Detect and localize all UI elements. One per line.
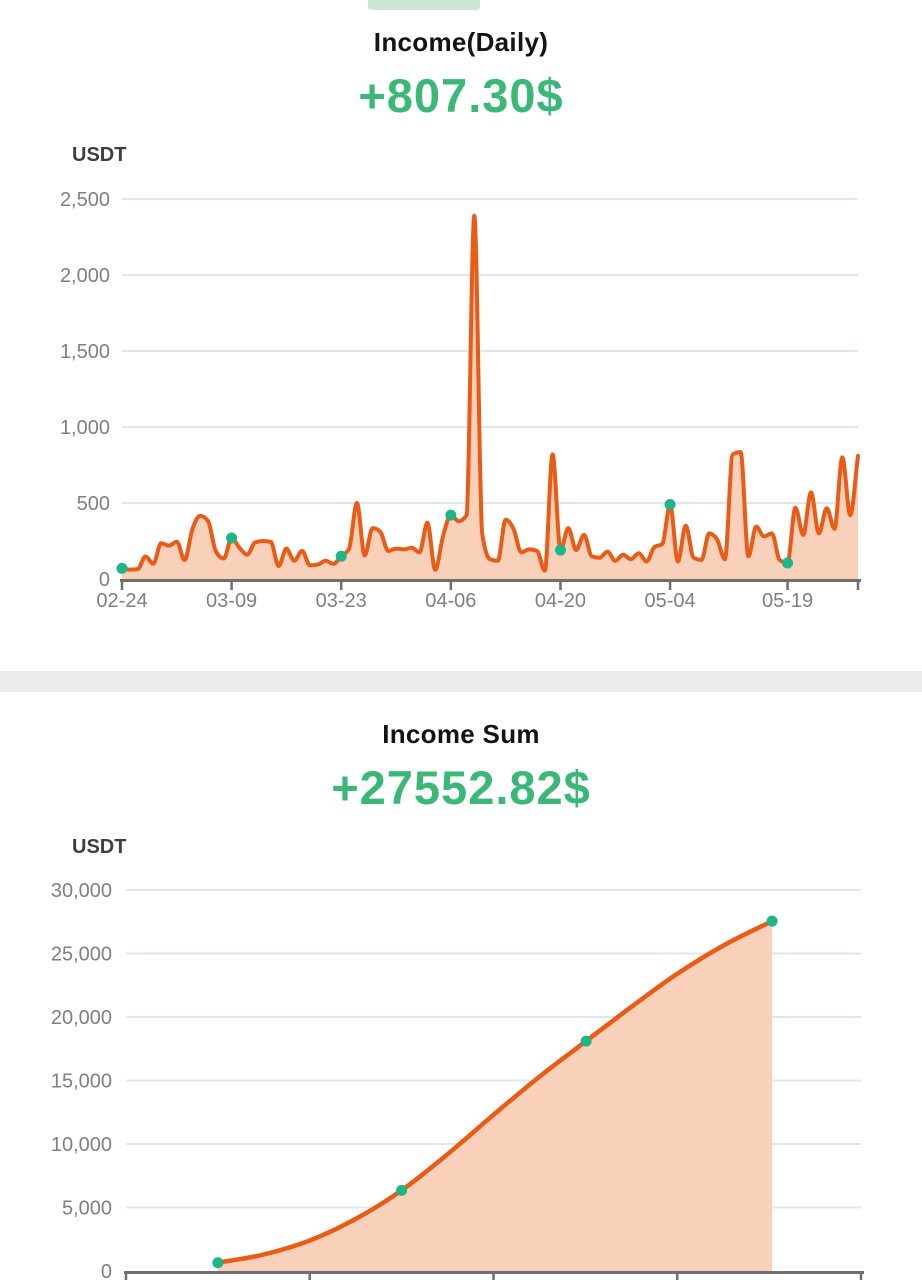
y-axis-tick-label: 2,000 bbox=[60, 265, 110, 287]
axis-unit-label: USDT bbox=[72, 144, 126, 166]
income-line bbox=[215, 918, 775, 1265]
y-axis-tick-label: 0 bbox=[101, 1261, 112, 1280]
x-axis-tick-label: 02-24 bbox=[96, 590, 147, 612]
data-point-marker bbox=[782, 557, 794, 569]
data-point-marker bbox=[766, 915, 778, 927]
x-axis-tick-label: 03-23 bbox=[316, 590, 367, 612]
y-axis-tick-label: 15,000 bbox=[51, 1071, 112, 1093]
axis-unit-label: USDT bbox=[72, 836, 126, 858]
data-point-marker bbox=[445, 509, 457, 521]
y-axis-tick-label: 20,000 bbox=[51, 1007, 112, 1029]
data-point-marker bbox=[212, 1257, 224, 1269]
y-axis-tick-label: 500 bbox=[77, 493, 110, 515]
y-axis-tick-label: 30,000 bbox=[51, 880, 112, 902]
income-sum-total: +27552.82$ bbox=[331, 761, 591, 814]
x-axis-tick-label: 04-06 bbox=[425, 590, 476, 612]
x-axis-tick-label: 05-04 bbox=[645, 590, 696, 612]
section-divider bbox=[0, 671, 922, 692]
daily-income-total: +807.30$ bbox=[358, 69, 564, 122]
data-point-marker bbox=[396, 1184, 408, 1196]
data-point-marker bbox=[116, 562, 128, 574]
y-axis-tick-label: 2,500 bbox=[60, 189, 110, 211]
income-line bbox=[120, 213, 860, 573]
y-axis-tick-label: 0 bbox=[99, 569, 110, 591]
daily-income-chart: 0 500 1,000 1,500 2,000 2,500 USDT 02-24 03-09 03… bbox=[60, 144, 861, 612]
x-axis-tick-label: 03-09 bbox=[206, 590, 257, 612]
y-axis-tick-label: 10,000 bbox=[51, 1134, 112, 1156]
y-axis-tick-label: 5,000 bbox=[62, 1198, 112, 1220]
area-fill bbox=[217, 921, 773, 1273]
y-axis-tick-label: 25,000 bbox=[51, 944, 112, 966]
data-point-marker bbox=[226, 532, 238, 544]
income-sum-chart: 0 5,000 10,000 15,000 20,000 25,000 30,000 USDT bbox=[51, 836, 864, 1280]
data-point-marker bbox=[554, 544, 566, 556]
y-axis-tick-label: 1,000 bbox=[60, 417, 110, 439]
x-axis-tick-label: 04-20 bbox=[535, 590, 586, 612]
x-axis-tick-label: 05-19 bbox=[762, 590, 813, 612]
top-accent-bar bbox=[368, 0, 480, 10]
data-point-marker bbox=[580, 1035, 592, 1047]
daily-income-title: Income(Daily) bbox=[373, 27, 549, 57]
income-sum-title: Income Sum bbox=[382, 719, 540, 749]
data-point-marker bbox=[335, 550, 347, 562]
y-axis-tick-label: 1,500 bbox=[60, 341, 110, 363]
area-fill bbox=[122, 215, 858, 581]
data-point-marker bbox=[664, 499, 676, 511]
